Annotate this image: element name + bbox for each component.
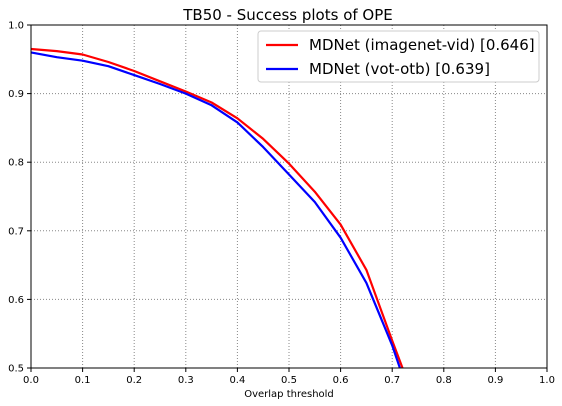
x-axis-label: Overlap threshold [244,389,334,400]
series-lines [30,47,404,369]
x-tick-label: 0.5 [281,375,297,386]
x-tick-label: 0.7 [384,375,400,386]
chart-title: TB50 - Success plots of OPE [182,6,393,24]
y-tick-label: 0.6 [8,295,24,306]
x-tick-label: 0.3 [178,375,194,386]
y-tick-label: 0.9 [8,89,24,100]
series-line-2 [30,51,401,369]
y-tick-label: 1.0 [8,21,24,32]
legend-label-2: MDNet (vot-otb) [0.639] [309,60,490,78]
x-axis-ticks: 0.0 0.1 0.2 0.3 0.4 0.5 0.6 0.7 0.8 0.9 1.0 [23,368,555,386]
legend-box [257,30,540,83]
y-axis-ticks: 0.5 0.6 0.7 0.8 0.9 1.0 [8,21,31,375]
x-tick-label: 0.4 [229,375,245,386]
x-tick-label: 0.1 [75,375,91,386]
y-tick-label: 0.7 [8,226,24,237]
legend: MDNet (imagenet-vid) [0.646] MDNet (vot-o… [257,30,540,83]
y-tick-label: 0.5 [8,364,24,375]
legend-label-1: MDNet (imagenet-vid) [0.646] [309,36,535,54]
y-tick-label: 0.8 [8,158,24,169]
x-tick-label: 0.0 [23,375,39,386]
x-tick-label: 0.9 [487,375,503,386]
x-tick-label: 0.2 [126,375,142,386]
x-tick-label: 1.0 [539,375,555,386]
x-tick-label: 0.6 [333,375,349,386]
series-line-1 [30,47,404,369]
x-tick-label: 0.8 [436,375,452,386]
